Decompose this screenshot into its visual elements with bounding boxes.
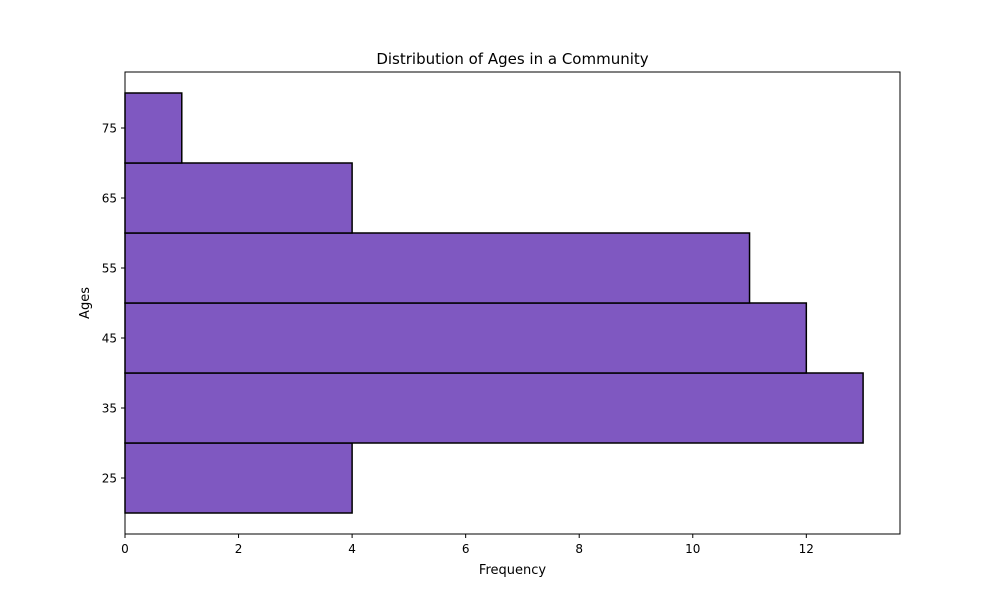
y-tick-label: 65 bbox=[102, 192, 117, 206]
x-tick-label: 10 bbox=[685, 542, 700, 556]
y-tick-label: 25 bbox=[102, 472, 117, 486]
x-tick-label: 12 bbox=[799, 542, 814, 556]
bar-70-80 bbox=[124, 92, 183, 164]
x-axis-label: Frequency bbox=[479, 563, 546, 578]
bar-60-70 bbox=[124, 162, 353, 234]
x-axis-ticks: 0 2 4 6 8 10 12 bbox=[121, 534, 814, 556]
bar-20-30 bbox=[124, 442, 353, 514]
plot-frame bbox=[124, 71, 901, 535]
x-tick-label: 8 bbox=[575, 542, 583, 556]
x-tick-label: 4 bbox=[348, 542, 356, 556]
chart-title: Distribution of Ages in a Community bbox=[376, 50, 648, 68]
y-tick-label: 45 bbox=[102, 332, 117, 346]
bar-40-50 bbox=[124, 302, 808, 374]
bar-30-40 bbox=[124, 372, 864, 444]
y-tick-label: 75 bbox=[102, 122, 117, 136]
y-axis-ticks: 25 35 45 55 65 75 bbox=[102, 122, 125, 486]
x-tick-label: 2 bbox=[235, 542, 243, 556]
y-tick-label: 35 bbox=[102, 402, 117, 416]
bars-group bbox=[124, 92, 864, 514]
x-tick-label: 6 bbox=[462, 542, 470, 556]
y-axis-label: Ages bbox=[78, 287, 93, 319]
bar-50-60 bbox=[124, 232, 751, 304]
x-tick-label: 0 bbox=[121, 542, 129, 556]
y-tick-label: 55 bbox=[102, 262, 117, 276]
